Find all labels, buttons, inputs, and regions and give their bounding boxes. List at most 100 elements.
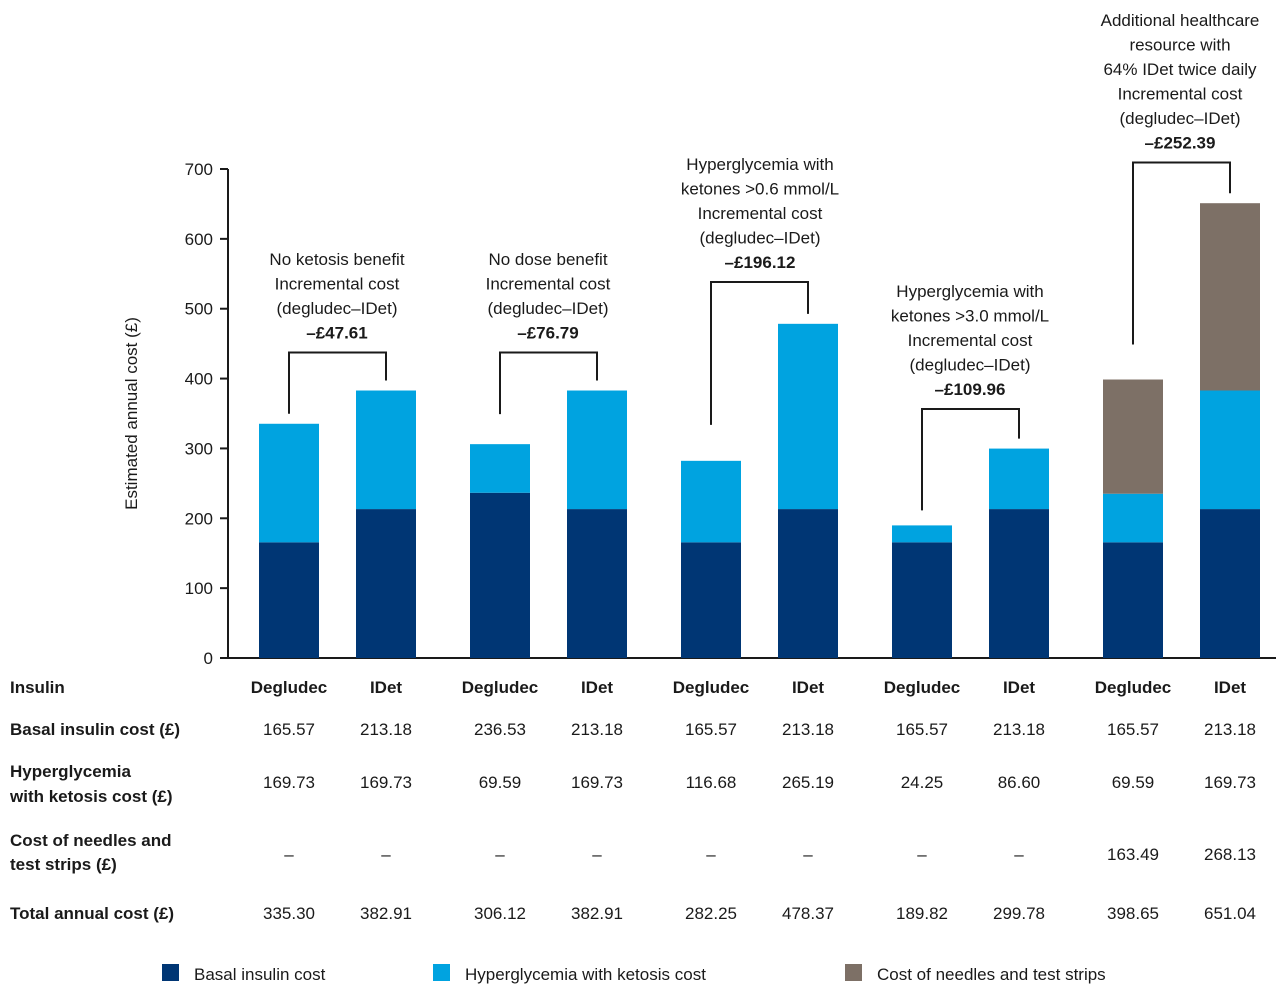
bar-segment-hyperglycemia [1103,493,1163,543]
scenario-annotation-line: Hyperglycemia with [896,282,1043,301]
scenario-annotation-line: Incremental cost [698,204,823,223]
table-cell: – [917,845,927,864]
bar-segment-basal [681,542,741,658]
table-cell: – [284,845,294,864]
table-cell: 163.49 [1107,845,1159,864]
legend-swatch [162,964,179,981]
scenario-annotation-line: Additional healthcare [1101,11,1260,30]
scenario-annotation-line: Incremental cost [908,331,1033,350]
table-cell: 116.68 [686,773,737,792]
legend-label: Cost of needles and test strips [877,965,1106,984]
bar-segment-hyperglycemia [356,390,416,510]
table-cell: – [495,845,505,864]
legend-swatch [845,964,862,981]
y-tick-label: 500 [185,300,213,319]
table-cell: – [706,845,716,864]
table-cell: 165.57 [685,720,737,739]
scenario-annotation-line: (degludec–IDet) [700,229,821,248]
scenario-annotation-line: (degludec–IDet) [277,299,398,318]
scenario-annotation-line: 64% IDet twice daily [1103,60,1257,79]
table-cell: 213.18 [782,720,834,739]
scenario-incremental-cost: –£76.79 [517,324,578,343]
scenario-annotation-line: Hyperglycemia with [686,155,833,174]
y-axis-title: Estimated annual cost (£) [122,317,141,510]
table-cell: 69.59 [479,773,522,792]
table-column-header: Degludec [673,678,750,697]
bar-segment-basal [259,542,319,658]
table-cell: 169.73 [360,773,412,792]
table-cell: 398.65 [1107,904,1159,923]
bar-segment-hyperglycemia [989,448,1049,510]
bar-segment-needles [1200,203,1260,391]
scenario-annotation-line: (degludec–IDet) [488,299,609,318]
y-tick-label: 200 [185,509,213,528]
table-cell: 24.25 [901,773,944,792]
scenario-incremental-cost: –£196.12 [725,253,796,272]
table-cell: 169.73 [1204,773,1256,792]
table-column-header: IDet [1003,678,1035,697]
table-cell: 165.57 [1107,720,1159,739]
legend-label: Basal insulin cost [194,965,326,984]
table-row-label: Cost of needles and [10,831,172,850]
table-cell: 651.04 [1204,904,1256,923]
table-header-label: Insulin [10,678,65,697]
y-tick-label: 300 [185,439,213,458]
table-cell: 299.78 [993,904,1045,923]
table-cell: 213.18 [993,720,1045,739]
scenario-annotation-line: Incremental cost [1118,85,1243,104]
table-cell: 165.57 [263,720,315,739]
scenario-annotation-line: No ketosis benefit [269,250,404,269]
scenario-annotation-line: resource with [1129,36,1230,55]
table-cell: 335.30 [263,904,315,923]
scenario-incremental-cost: –£109.96 [935,380,1006,399]
bar-segment-basal [1200,509,1260,658]
table-cell: 169.73 [571,773,623,792]
bar-segment-basal [567,509,627,658]
bar-segment-hyperglycemia [778,323,838,510]
y-tick-label: 700 [185,160,213,179]
table-column-header: Degludec [884,678,961,697]
table-column-header: Degludec [251,678,328,697]
bar-segment-hyperglycemia [259,423,319,543]
y-tick-label: 0 [204,649,213,668]
comparison-bracket [921,408,1020,511]
bar-segment-basal [470,492,530,658]
y-tick-label: 100 [185,579,213,598]
table-column-header: Degludec [1095,678,1172,697]
bar-segment-basal [356,509,416,658]
comparison-bracket [710,281,809,425]
table-cell: 169.73 [263,773,315,792]
table-column-header: IDet [581,678,613,697]
table-column-header: IDet [370,678,402,697]
table-column-header: IDet [792,678,824,697]
y-tick-label: 600 [185,230,213,249]
bar-segment-basal [1103,542,1163,658]
bar-segment-hyperglycemia [892,525,952,543]
table-row-label: Total annual cost (£) [10,904,174,923]
scenario-annotation-line: No dose benefit [488,250,607,269]
scenario-incremental-cost: –£252.39 [1145,134,1216,153]
table-cell: 165.57 [896,720,948,739]
bar-segment-needles [1103,379,1163,494]
comparison-bracket [499,351,598,415]
table-cell: 478.37 [782,904,834,923]
table-row-label: Basal insulin cost (£) [10,720,180,739]
bar-segment-basal [989,509,1049,658]
table-column-header: IDet [1214,678,1246,697]
table-cell: – [803,845,813,864]
bar-segment-basal [892,542,952,658]
table-cell: – [1014,845,1024,864]
bar-segment-basal [778,509,838,658]
table-cell: 189.82 [896,904,948,923]
legend-label: Hyperglycemia with ketosis cost [465,965,706,984]
legend-swatch [433,964,450,981]
scenario-annotation-line: (degludec–IDet) [910,356,1031,375]
table-cell: 268.13 [1204,845,1256,864]
scenario-incremental-cost: –£47.61 [306,324,367,343]
table-row-label: Hyperglycemia [10,762,131,781]
bar-segment-hyperglycemia [681,460,741,543]
table-cell: 236.53 [474,720,526,739]
bar-segment-hyperglycemia [1200,390,1260,510]
